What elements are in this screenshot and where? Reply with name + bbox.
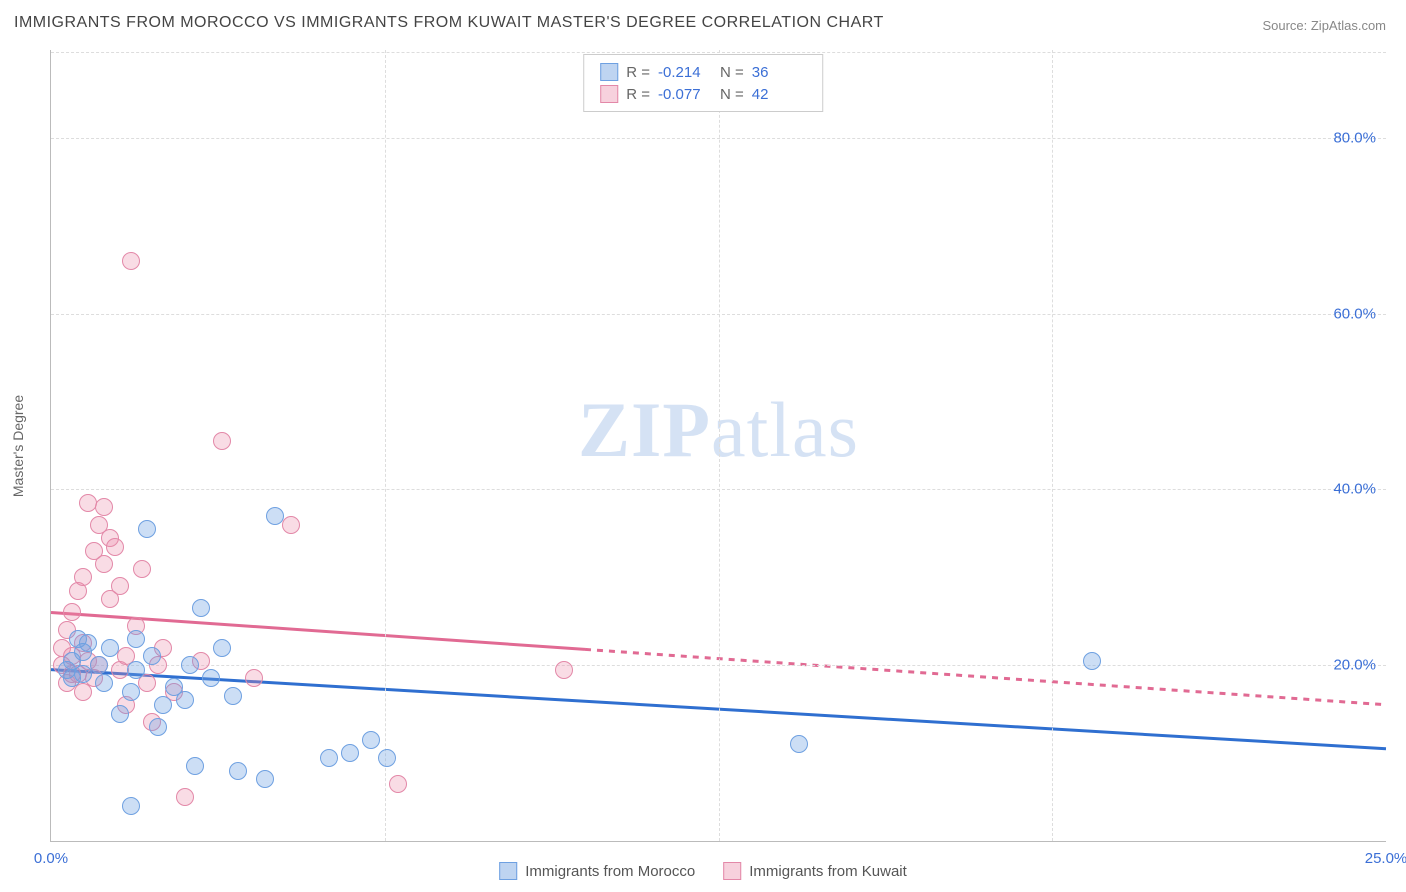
kuwait-point bbox=[74, 568, 92, 586]
x-tick-label: 25.0% bbox=[1365, 850, 1406, 867]
morocco-point bbox=[69, 630, 87, 648]
morocco-point bbox=[224, 687, 242, 705]
r-value: -0.077 bbox=[658, 86, 712, 103]
kuwait-point bbox=[245, 669, 263, 687]
gridline-v bbox=[1052, 50, 1053, 841]
scatter-plot: ZIPatlas 20.0%40.0%60.0%80.0%0.0%25.0% bbox=[50, 50, 1386, 842]
legend-item-morocco: Immigrants from Morocco bbox=[499, 862, 695, 880]
morocco-point bbox=[138, 520, 156, 538]
morocco-point bbox=[192, 599, 210, 617]
y-tick-label: 40.0% bbox=[1333, 481, 1376, 498]
kuwait-point bbox=[106, 538, 124, 556]
source-label: Source: ZipAtlas.com bbox=[1262, 18, 1386, 33]
kuwait-point bbox=[213, 432, 231, 450]
kuwait-point bbox=[63, 603, 81, 621]
r-label: R = bbox=[626, 86, 650, 103]
legend-label: Immigrants from Morocco bbox=[525, 863, 695, 880]
n-value: 42 bbox=[752, 86, 806, 103]
page-title: IMMIGRANTS FROM MOROCCO VS IMMIGRANTS FR… bbox=[14, 14, 884, 32]
n-value: 36 bbox=[752, 64, 806, 81]
morocco-point bbox=[111, 705, 129, 723]
kuwait-point bbox=[176, 788, 194, 806]
morocco-point bbox=[362, 731, 380, 749]
n-label: N = bbox=[720, 86, 744, 103]
morocco-point bbox=[320, 749, 338, 767]
legend: Immigrants from Morocco Immigrants from … bbox=[499, 862, 907, 880]
morocco-point bbox=[266, 507, 284, 525]
swatch-icon bbox=[723, 862, 741, 880]
y-tick-label: 20.0% bbox=[1333, 657, 1376, 674]
kuwait-point bbox=[282, 516, 300, 534]
morocco-point bbox=[95, 674, 113, 692]
y-tick-label: 60.0% bbox=[1333, 305, 1376, 322]
kuwait-point bbox=[122, 252, 140, 270]
morocco-point bbox=[143, 647, 161, 665]
kuwait-point bbox=[555, 661, 573, 679]
morocco-point bbox=[154, 696, 172, 714]
kuwait-point bbox=[389, 775, 407, 793]
morocco-point bbox=[127, 630, 145, 648]
gridline-v bbox=[385, 50, 386, 841]
r-label: R = bbox=[626, 64, 650, 81]
morocco-point bbox=[229, 762, 247, 780]
corr-row-kuwait: R = -0.077 N = 42 bbox=[600, 83, 806, 105]
morocco-point bbox=[90, 656, 108, 674]
correlation-box: R = -0.214 N = 36 R = -0.077 N = 42 bbox=[583, 54, 823, 112]
morocco-point bbox=[1083, 652, 1101, 670]
morocco-point bbox=[186, 757, 204, 775]
morocco-point bbox=[74, 665, 92, 683]
kuwait-point bbox=[95, 555, 113, 573]
morocco-point bbox=[149, 718, 167, 736]
n-label: N = bbox=[720, 64, 744, 81]
morocco-point bbox=[341, 744, 359, 762]
legend-item-kuwait: Immigrants from Kuwait bbox=[723, 862, 907, 880]
morocco-point bbox=[202, 669, 220, 687]
swatch-icon bbox=[499, 862, 517, 880]
morocco-point bbox=[122, 683, 140, 701]
morocco-point bbox=[256, 770, 274, 788]
legend-label: Immigrants from Kuwait bbox=[749, 863, 907, 880]
gridline-v bbox=[719, 50, 720, 841]
morocco-point bbox=[122, 797, 140, 815]
x-tick-label: 0.0% bbox=[34, 850, 68, 867]
r-value: -0.214 bbox=[658, 64, 712, 81]
y-tick-label: 80.0% bbox=[1333, 129, 1376, 146]
swatch-icon bbox=[600, 85, 618, 103]
morocco-point bbox=[181, 656, 199, 674]
morocco-point bbox=[127, 661, 145, 679]
swatch-icon bbox=[600, 63, 618, 81]
kuwait-point bbox=[111, 577, 129, 595]
morocco-point bbox=[378, 749, 396, 767]
morocco-point bbox=[790, 735, 808, 753]
morocco-point bbox=[213, 639, 231, 657]
kuwait-point bbox=[133, 560, 151, 578]
y-axis-label: Master's Degree bbox=[10, 395, 26, 497]
kuwait-point bbox=[95, 498, 113, 516]
morocco-point bbox=[176, 691, 194, 709]
morocco-point bbox=[101, 639, 119, 657]
corr-row-morocco: R = -0.214 N = 36 bbox=[600, 61, 806, 83]
